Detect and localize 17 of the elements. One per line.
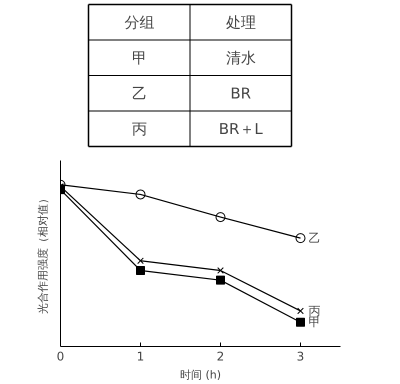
text: BR — [230, 84, 252, 102]
series-label: 乙 — [308, 231, 320, 246]
series-label: 甲 — [308, 315, 320, 330]
x-tick-label: 2 — [216, 350, 224, 364]
x-tick-label: 3 — [296, 350, 304, 364]
x-axis-title: 时间 (h) — [180, 368, 222, 382]
text: 清水 — [226, 48, 256, 67]
y-axis-title: 光合作用强度（相对值） — [36, 193, 50, 314]
text: BR＋L — [218, 120, 264, 138]
text: 处理 — [226, 13, 256, 32]
text: 分组 — [124, 13, 154, 32]
text: 乙 — [132, 84, 147, 102]
text: 丙 — [132, 120, 147, 138]
x-tick-label: 1 — [136, 350, 144, 364]
x-tick-label: 0 — [56, 350, 64, 364]
text: 甲 — [132, 48, 147, 67]
series-label: 丙 — [308, 304, 320, 318]
